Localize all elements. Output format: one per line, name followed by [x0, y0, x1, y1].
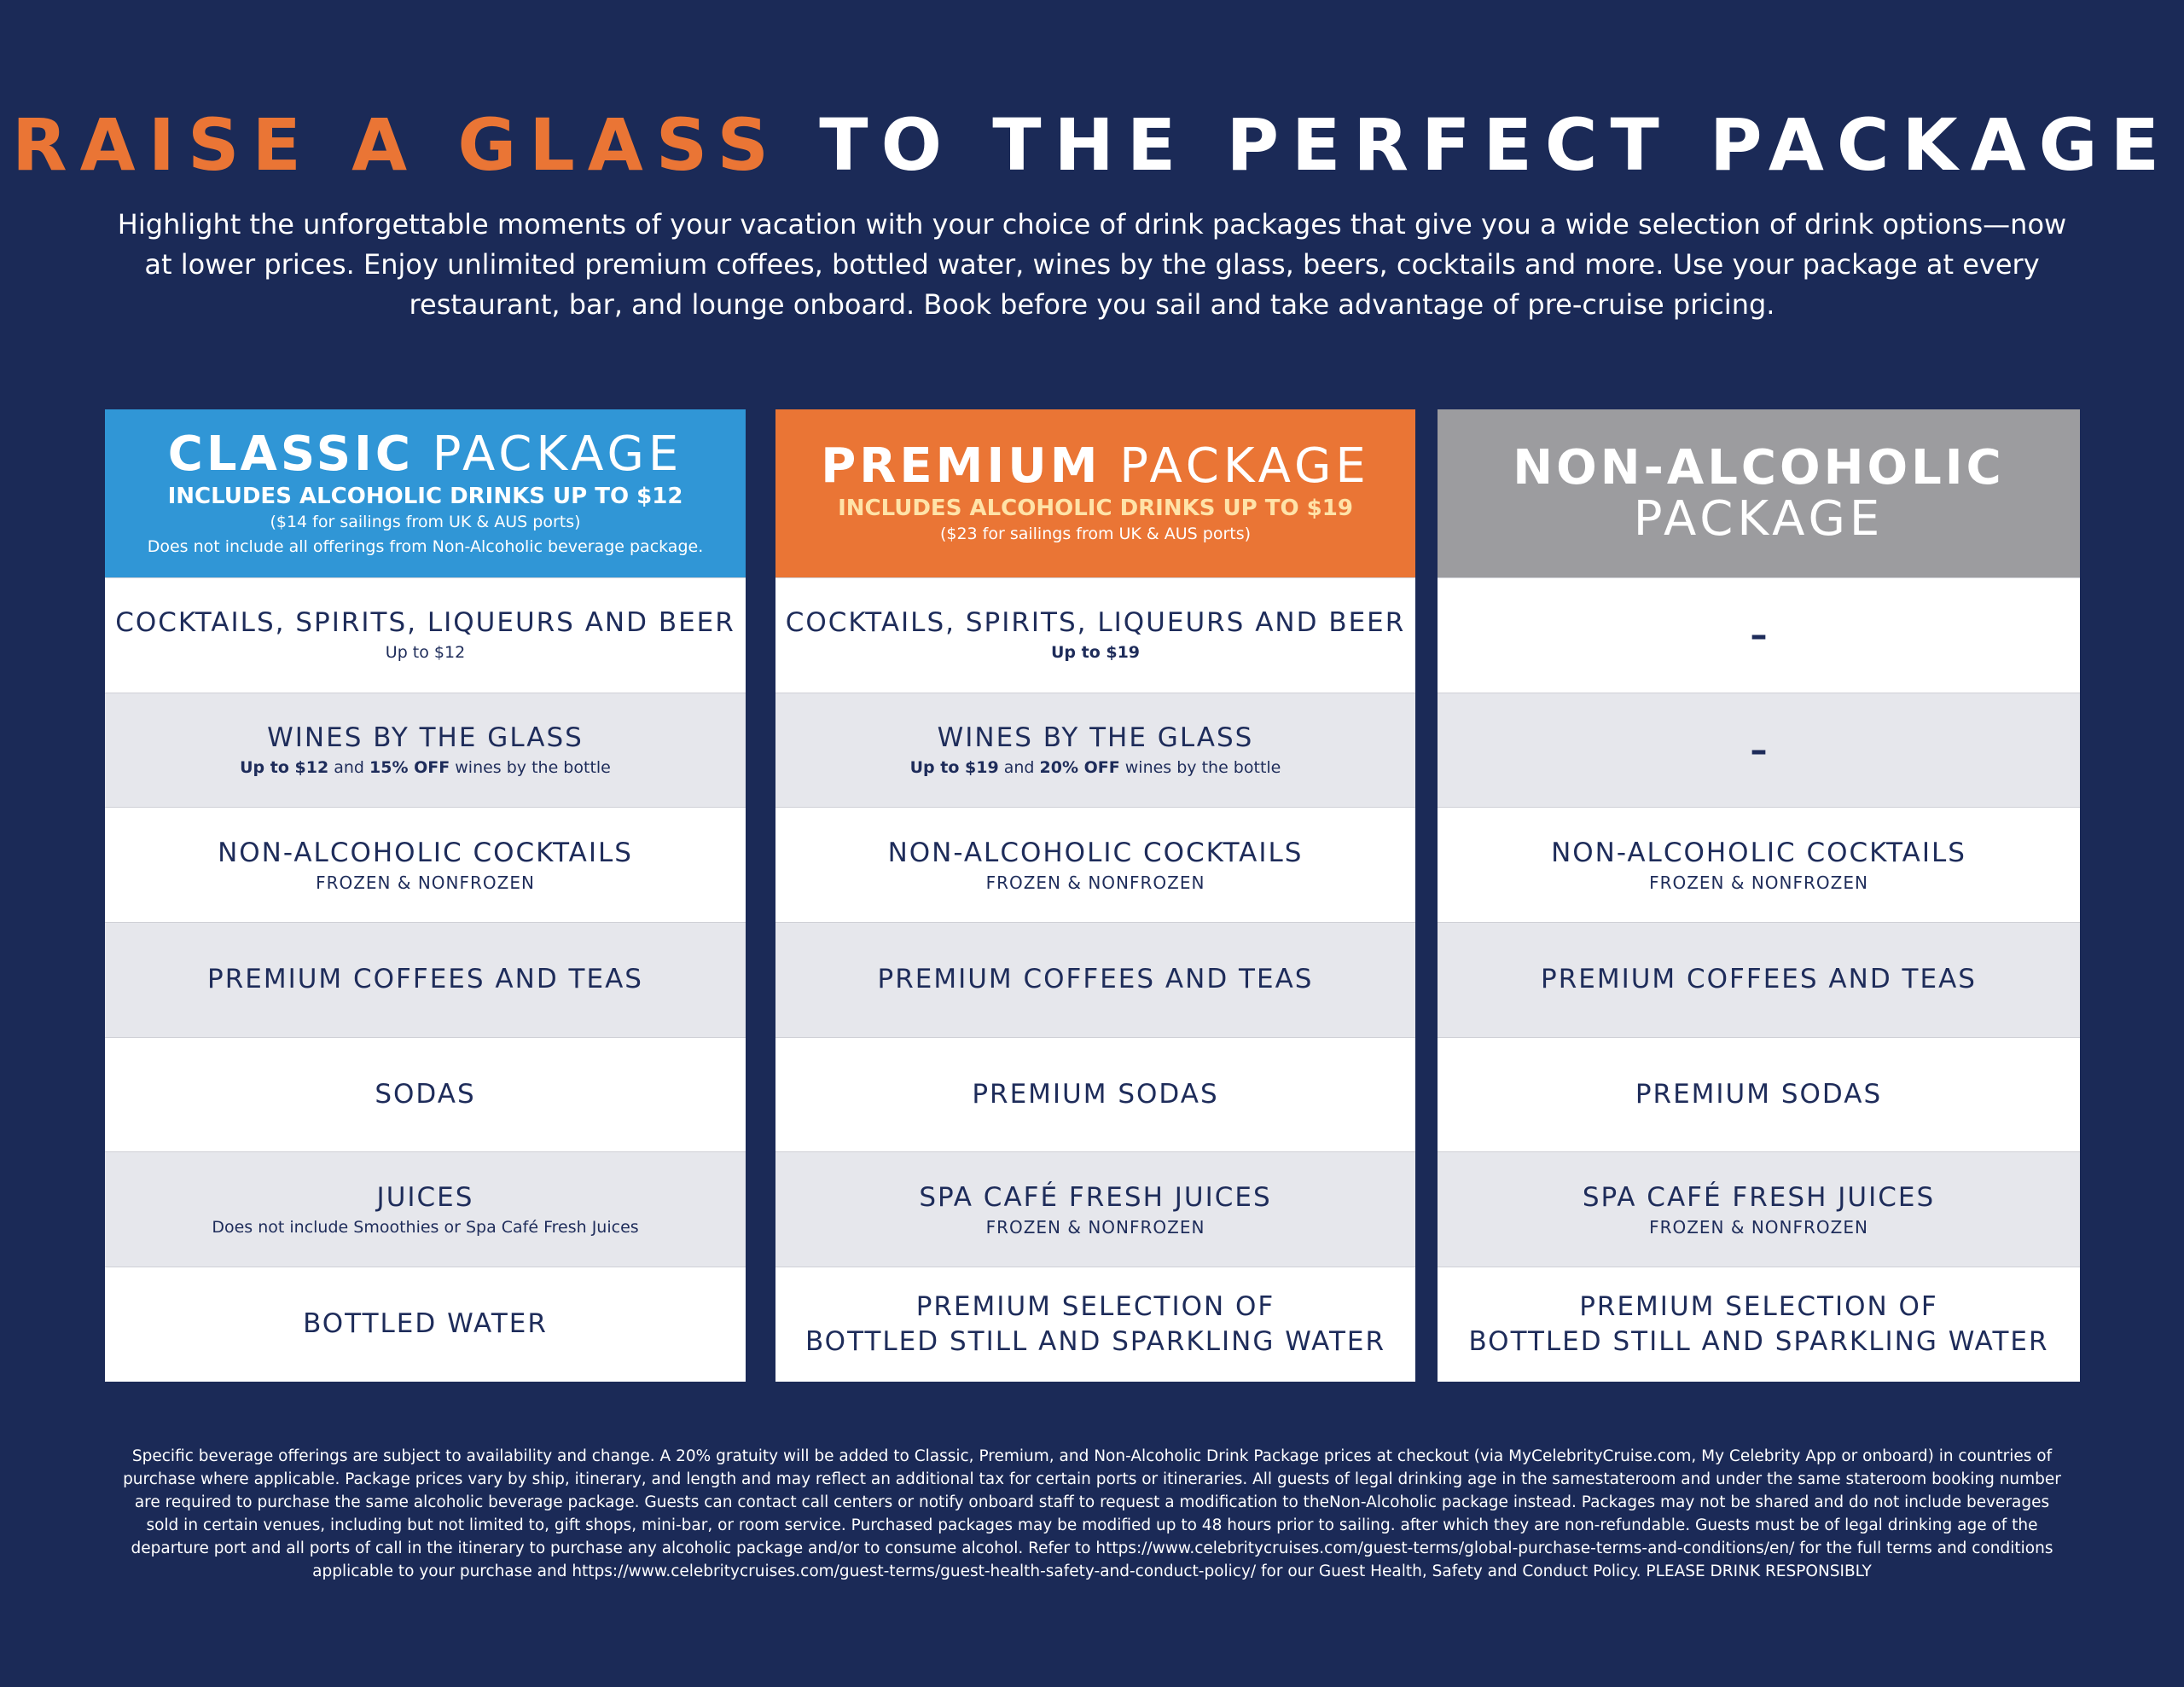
row-label: NON-ALCOHOLIC COCKTAILS [218, 837, 633, 868]
nonalcoholic-name-bold: NON-ALCOHOLIC [1513, 439, 2005, 496]
premium-package-header: PREMIUM PACKAGE INCLUDES ALCOHOLIC DRINK… [775, 409, 1415, 577]
nonalcoholic-row-nonalc-cocktails: NON-ALCOHOLIC COCKTAILS FROZEN & NONFROZ… [1438, 807, 2080, 923]
legal-disclaimer: Specific beverage offerings are subject … [123, 1447, 2061, 1580]
classic-includes: INCLUDES ALCOHOLIC DRINKS UP TO $12 [167, 483, 683, 509]
classic-row-juices: JUICES Does not include Smoothies or Spa… [105, 1151, 746, 1267]
premium-row-coffees: PREMIUM COFFEES AND TEAS [775, 922, 1415, 1037]
row-sub: FROZEN & NONFROZEN [316, 872, 535, 893]
classic-row-sodas: SODAS [105, 1036, 746, 1152]
row-detail: Does not include Smoothies or Spa Café F… [212, 1217, 639, 1237]
classic-row-water: BOTTLED WATER [105, 1267, 746, 1382]
premium-name-light: PACKAGE [1119, 438, 1370, 494]
premium-package-name: PREMIUM PACKAGE [821, 440, 1369, 493]
premium-name-bold: PREMIUM [821, 438, 1101, 494]
classic-row-wines: WINES BY THE GLASS Up to $12 and 15% OFF… [105, 692, 746, 808]
not-included-dash: – [1750, 615, 1768, 655]
row-label: WINES BY THE GLASS [267, 722, 584, 754]
premium-note-uk-aus: ($23 for sailings from UK & AUS ports) [939, 525, 1252, 543]
classic-package-column: CLASSIC PACKAGE INCLUDES ALCOHOLIC DRINK… [105, 409, 746, 1382]
classic-row-cocktails: COCKTAILS, SPIRITS, LIQUEURS AND BEER Up… [105, 577, 746, 693]
row-label: PREMIUM COFFEES AND TEAS [877, 964, 1314, 995]
row-sub: FROZEN & NONFROZEN [1649, 1216, 1868, 1238]
row-detail: Up to $12 and 15% OFF wines by the bottl… [240, 756, 611, 780]
nonalcoholic-row-coffees: PREMIUM COFFEES AND TEAS [1438, 922, 2080, 1037]
premium-row-wines: WINES BY THE GLASS Up to $19 and 20% OFF… [775, 692, 1415, 808]
premium-includes: INCLUDES ALCOHOLIC DRINKS UP TO $19 [838, 496, 1353, 521]
nonalcoholic-row-wines: – [1438, 692, 2080, 808]
row-detail: Up to $12 [385, 643, 466, 663]
wine-discount: 15% OFF [369, 758, 450, 778]
nonalcoholic-name-light: PACKAGE [1633, 490, 1885, 547]
classic-note-uk-aus: ($14 for sailings from UK & AUS ports) [270, 512, 581, 531]
wine-price: Up to $19 [909, 758, 999, 778]
cocktail-price: Up to $19 [1050, 643, 1141, 663]
wine-and: and [328, 758, 370, 778]
nonalcoholic-row-cocktails: – [1438, 577, 2080, 693]
not-included-dash: – [1750, 730, 1768, 770]
classic-name-bold: CLASSIC [167, 426, 414, 482]
row-sub: FROZEN & NONFROZEN [985, 872, 1205, 893]
row-label-line2: BOTTLED STILL AND SPARKLING WATER [804, 1325, 1386, 1357]
premium-row-water: PREMIUM SELECTION OF BOTTLED STILL AND S… [775, 1267, 1415, 1382]
nonalcoholic-row-water: PREMIUM SELECTION OF BOTTLED STILL AND S… [1438, 1267, 2080, 1382]
row-label: SPA CAFÉ FRESH JUICES [919, 1181, 1272, 1213]
classic-package-name: CLASSIC PACKAGE [167, 426, 683, 482]
row-label: JUICES [376, 1181, 474, 1213]
classic-name-light: PACKAGE [432, 426, 683, 482]
wine-discount: 20% OFF [1039, 758, 1120, 778]
page-title: RAISE A GLASS TO THE PERFECT PACKAGE [0, 109, 2184, 181]
row-label: NON-ALCOHOLIC COCKTAILS [1551, 837, 1966, 868]
row-label: PREMIUM COFFEES AND TEAS [1541, 964, 1977, 995]
row-label: PREMIUM SODAS [972, 1079, 1219, 1110]
classic-row-nonalc-cocktails: NON-ALCOHOLIC COCKTAILS FROZEN & NONFROZ… [105, 807, 746, 923]
row-detail: Up to $19 [1051, 641, 1140, 664]
premium-row-cocktails: COCKTAILS, SPIRITS, LIQUEURS AND BEER Up… [775, 577, 1415, 693]
row-label-line1: PREMIUM SELECTION OF [1579, 1290, 1938, 1322]
row-label: SODAS [375, 1079, 476, 1110]
row-label: WINES BY THE GLASS [937, 722, 1254, 754]
row-sub: FROZEN & NONFROZEN [1649, 872, 1868, 893]
row-label: PREMIUM COFFEES AND TEAS [207, 964, 643, 995]
wine-tail: wines by the bottle [450, 758, 611, 778]
row-sub: FROZEN & NONFROZEN [985, 1216, 1205, 1238]
nonalcoholic-row-sodas: PREMIUM SODAS [1438, 1036, 2080, 1152]
intro-paragraph: Highlight the unforgettable moments of y… [117, 208, 2067, 321]
classic-package-header: CLASSIC PACKAGE INCLUDES ALCOHOLIC DRINK… [105, 409, 746, 577]
nonalcoholic-row-juices: SPA CAFÉ FRESH JUICES FROZEN & NONFROZEN [1438, 1151, 2080, 1267]
row-label: BOTTLED WATER [303, 1308, 548, 1340]
premium-package-column: PREMIUM PACKAGE INCLUDES ALCOHOLIC DRINK… [775, 409, 1415, 1382]
premium-row-nonalc-cocktails: NON-ALCOHOLIC COCKTAILS FROZEN & NONFROZ… [775, 807, 1415, 923]
classic-row-coffees: PREMIUM COFFEES AND TEAS [105, 922, 746, 1037]
wine-tail: wines by the bottle [1119, 758, 1281, 778]
packages-comparison: CLASSIC PACKAGE INCLUDES ALCOHOLIC DRINK… [105, 409, 2080, 1382]
wine-price: Up to $12 [240, 758, 329, 778]
row-detail: Up to $19 and 20% OFF wines by the bottl… [910, 756, 1281, 780]
row-label: NON-ALCOHOLIC COCKTAILS [887, 837, 1304, 868]
wine-and: and [998, 758, 1040, 778]
premium-row-sodas: PREMIUM SODAS [775, 1036, 1415, 1152]
row-label: PREMIUM SODAS [1635, 1079, 1883, 1110]
row-label-line1: PREMIUM SELECTION OF [915, 1290, 1275, 1322]
row-label: SPA CAFÉ FRESH JUICES [1582, 1181, 1936, 1213]
title-rest: TO THE PERFECT PACKAGE [819, 103, 2172, 187]
row-label-line2: BOTTLED STILL AND SPARKLING WATER [1468, 1325, 2049, 1357]
nonalcoholic-package-header: NON-ALCOHOLIC PACKAGE [1438, 409, 2080, 577]
premium-row-juices: SPA CAFÉ FRESH JUICES FROZEN & NONFROZEN [775, 1151, 1415, 1267]
row-label: COCKTAILS, SPIRITS, LIQUEURS AND BEER [115, 607, 735, 639]
classic-note-exclusion: Does not include all offerings from Non-… [147, 536, 704, 556]
nonalcoholic-package-column: NON-ALCOHOLIC PACKAGE – – NON-ALCOHOLIC … [1438, 409, 2080, 1382]
nonalcoholic-package-name: NON-ALCOHOLIC PACKAGE [1513, 439, 2005, 547]
title-accent: RAISE A GLASS [12, 103, 782, 187]
row-label: COCKTAILS, SPIRITS, LIQUEURS AND BEER [785, 607, 1406, 639]
